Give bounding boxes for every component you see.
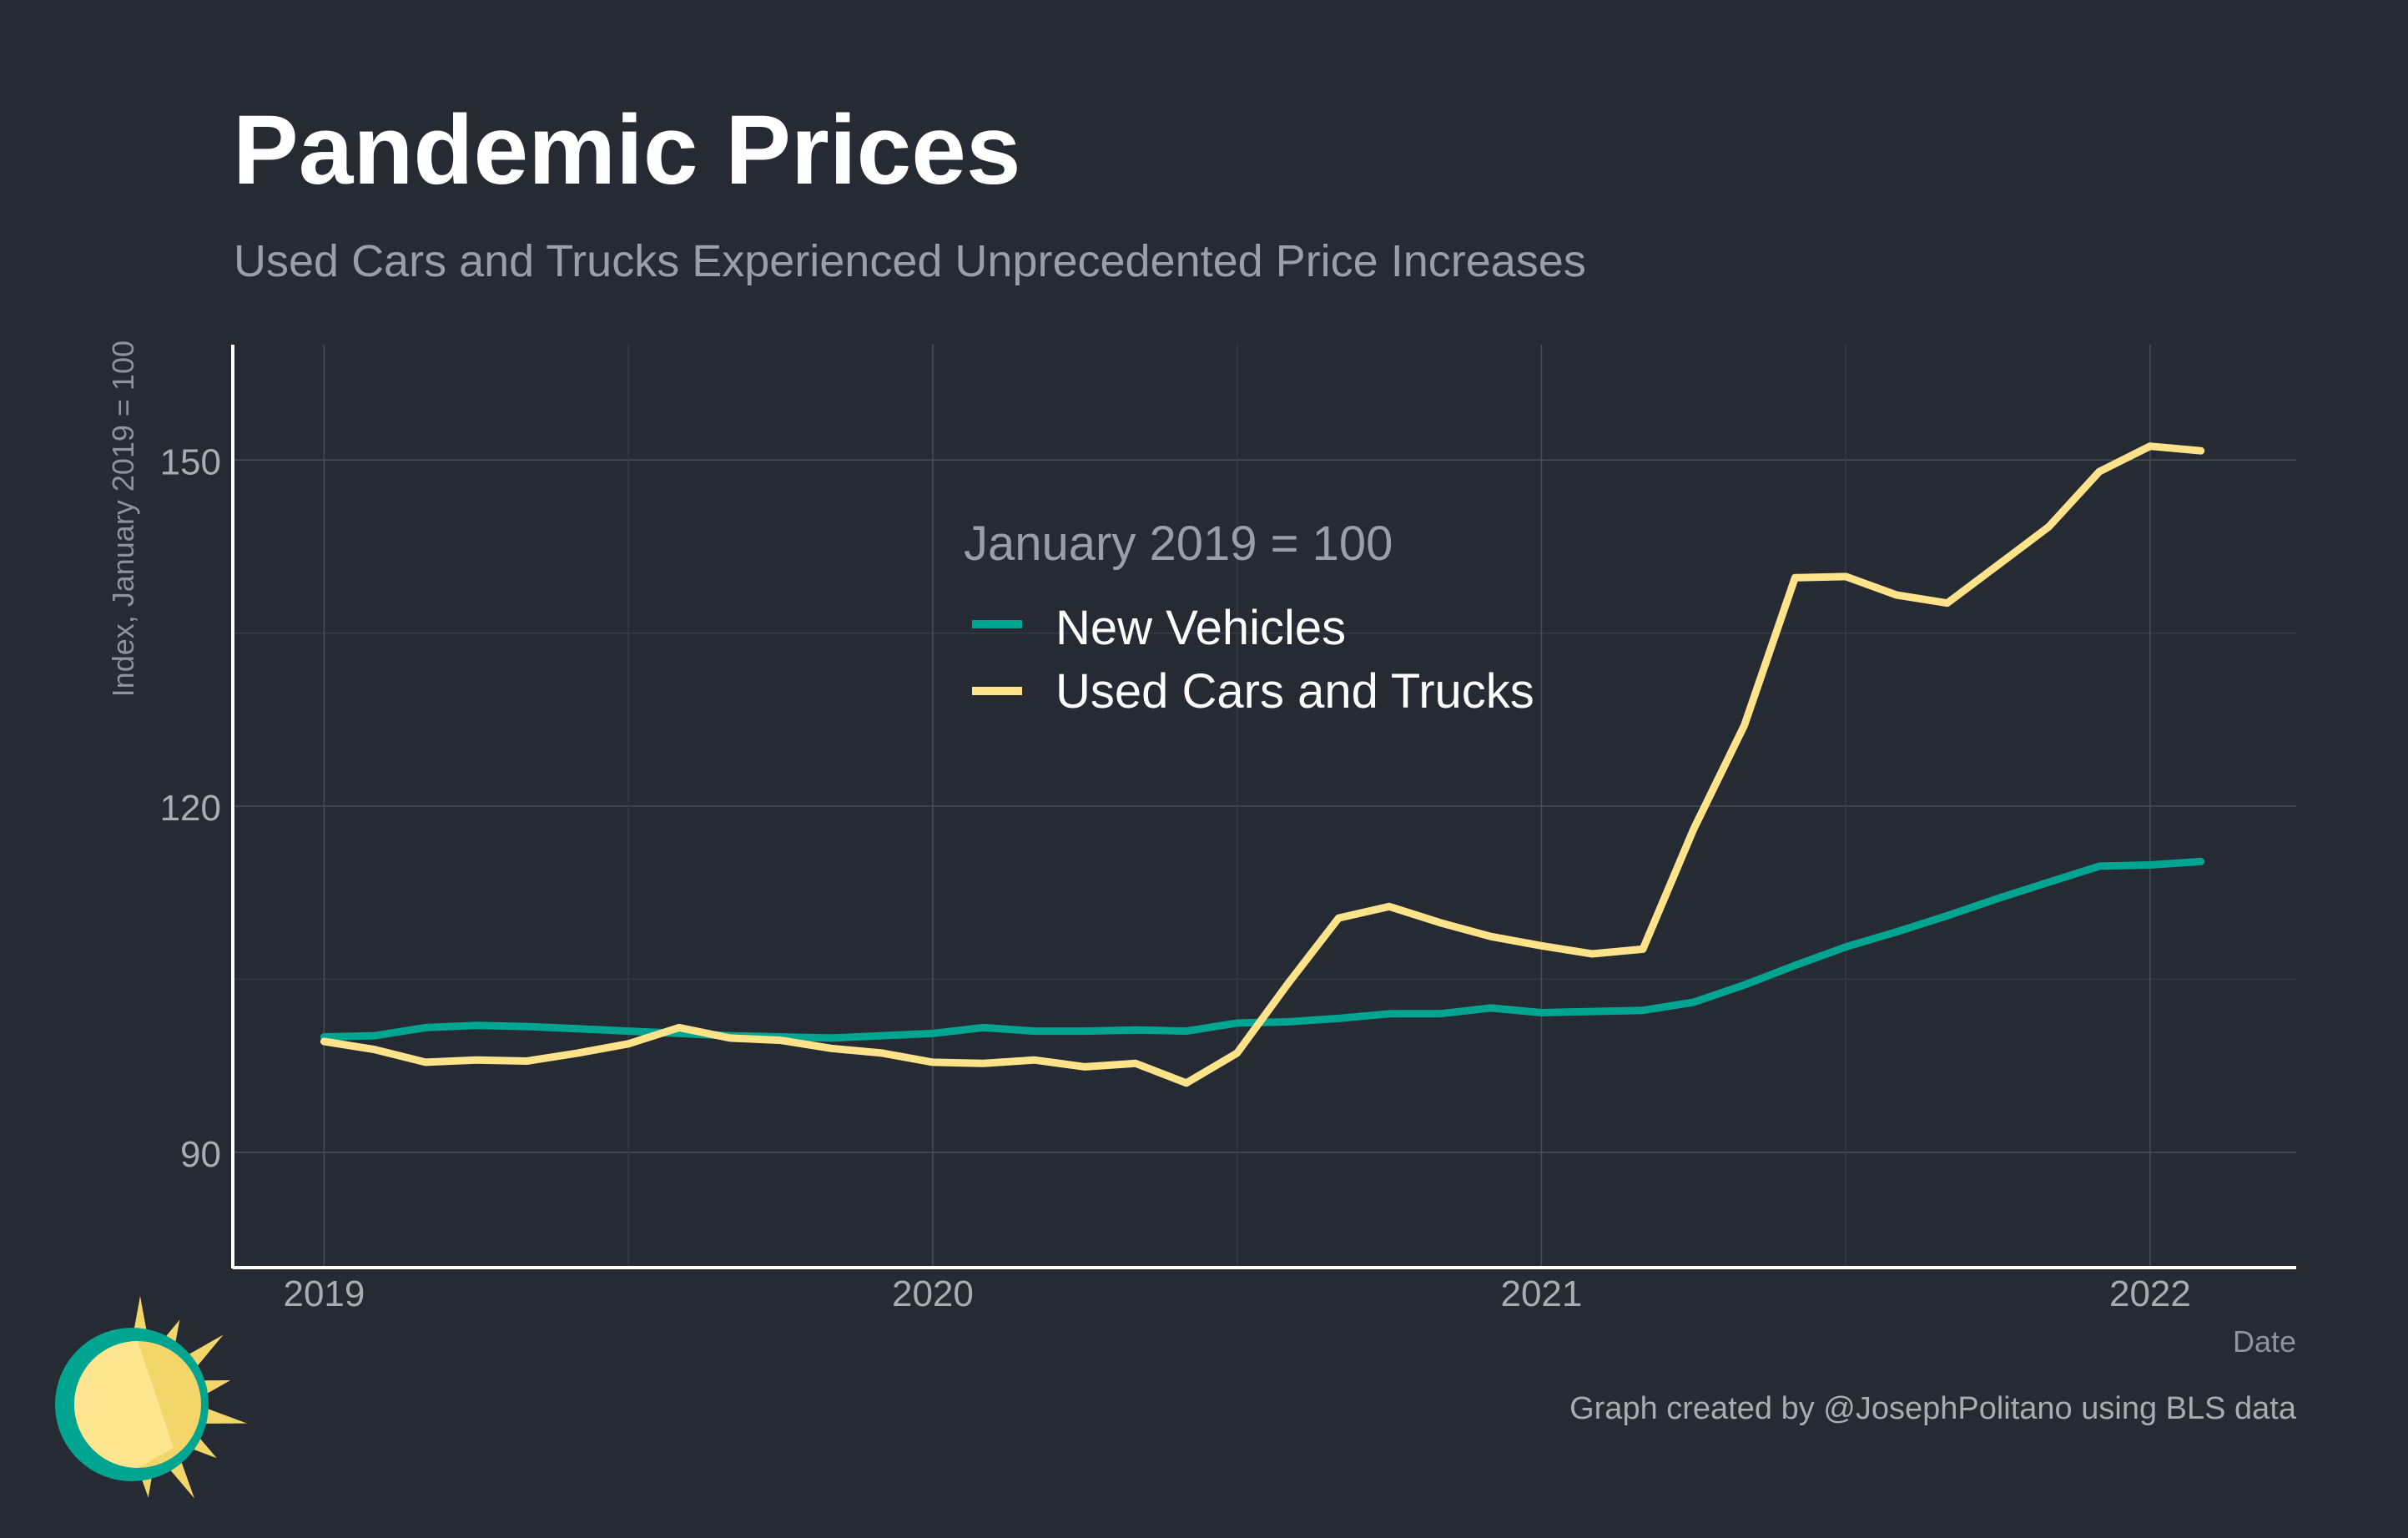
- tick-layer: 90 120 150 2019 2020 2021 2022: [160, 441, 2191, 1314]
- series-line-used-cars-and-trucks: [320, 442, 2205, 1087]
- chart-subtitle: Used Cars and Trucks Experienced Unprece…: [234, 236, 1586, 286]
- x-tick-label-2019: 2019: [283, 1273, 365, 1314]
- legend-label-used-cars: Used Cars and Trucks: [1055, 664, 1534, 719]
- legend-label-new-vehicles: New Vehicles: [1055, 601, 1346, 655]
- axis-layer: [231, 345, 2296, 1269]
- y-tick-label-120: 120: [160, 788, 221, 829]
- x-axis-title: Date: [2233, 1324, 2296, 1359]
- sun-logo-icon: [55, 1296, 248, 1499]
- chart-caption: Graph created by @JosephPolitano using B…: [1569, 1391, 2297, 1426]
- chart-title: Pandemic Prices: [233, 95, 1021, 205]
- grid-layer: [233, 345, 2296, 1268]
- series-layer: [320, 442, 2205, 1087]
- sun-logo-highlight: [74, 1341, 174, 1468]
- legend: January 2019 = 100 New Vehicles Used Car…: [964, 517, 1534, 719]
- legend-title: January 2019 = 100: [964, 517, 1393, 571]
- x-tick-label-2021: 2021: [1500, 1273, 1582, 1314]
- y-tick-label-90: 90: [180, 1134, 221, 1175]
- y-axis-title: Index, January 2019 = 100: [106, 340, 140, 697]
- x-tick-label-2022: 2022: [2109, 1273, 2191, 1314]
- x-tick-label-2020: 2020: [892, 1273, 974, 1314]
- y-tick-label-150: 150: [160, 441, 221, 482]
